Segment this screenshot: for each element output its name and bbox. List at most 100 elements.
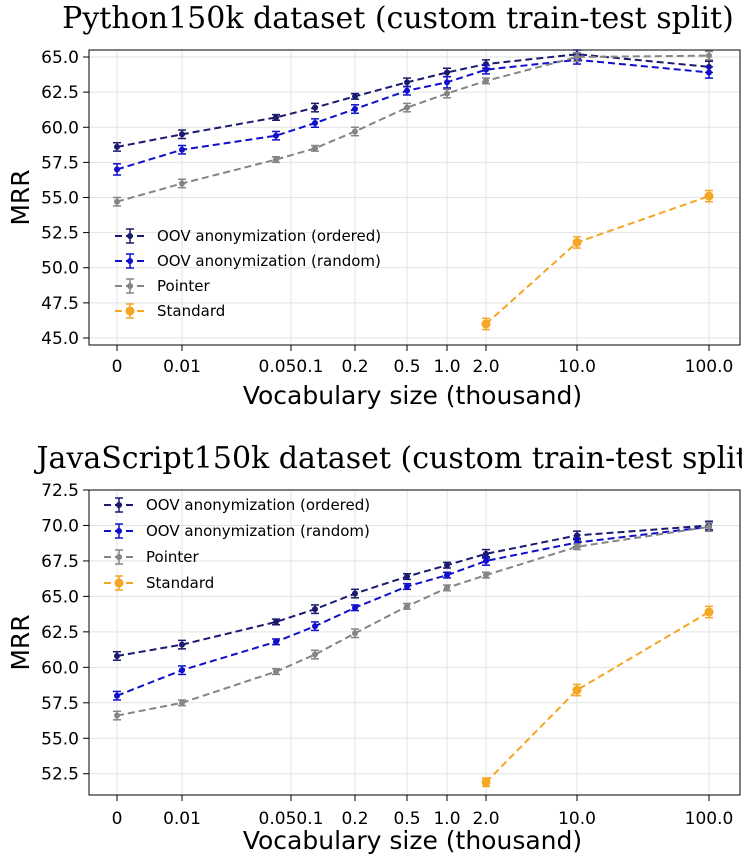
data-point	[352, 630, 358, 637]
data-point	[481, 777, 491, 787]
series-line	[116, 525, 710, 697]
series-4: Standard	[104, 574, 714, 788]
x-tick-label: 0.01	[163, 357, 201, 377]
legend-label: Pointer	[157, 277, 210, 295]
y-tick-label: 65.0	[41, 48, 79, 68]
y-tick-label: 62.5	[41, 83, 79, 103]
data-point	[444, 584, 450, 591]
data-point	[483, 557, 489, 564]
legend-swatch-marker	[114, 578, 124, 588]
y-tick-label: 62.5	[41, 623, 79, 643]
data-point	[179, 667, 185, 674]
y-tick-label: 70.0	[41, 516, 79, 536]
series-line	[485, 195, 710, 325]
y-tick-label: 57.5	[41, 153, 79, 173]
data-point	[404, 573, 410, 580]
y-tick-label: 47.5	[41, 294, 79, 314]
y-tick-label: 50.0	[41, 259, 79, 279]
data-point	[273, 618, 279, 625]
series-2: OOV anonymization (random)	[113, 54, 713, 270]
data-point	[574, 54, 580, 61]
x-tick-label: 0.5	[393, 357, 420, 377]
legend-label: Standard	[146, 574, 214, 592]
x-tick-label: 10.0	[558, 809, 596, 829]
series-line	[116, 525, 710, 717]
data-point	[273, 156, 279, 163]
x-tick-label: 0.2	[341, 357, 368, 377]
y-tick-label: 72.5	[41, 481, 79, 501]
x-tick-label: 0.01	[163, 809, 201, 829]
data-point	[444, 90, 450, 97]
legend-label: OOV anonymization (random)	[157, 252, 381, 270]
series-1: OOV anonymization (ordered)	[104, 496, 713, 661]
y-tick-label: 60.0	[41, 118, 79, 138]
data-point	[444, 562, 450, 569]
series-4: Standard	[115, 189, 714, 331]
y-tick-label: 55.0	[41, 729, 79, 749]
legend-swatch-marker	[127, 233, 133, 239]
data-point	[352, 106, 358, 112]
x-tick-label: 10.0	[558, 357, 596, 377]
data-point	[704, 607, 714, 617]
series-line	[485, 611, 710, 783]
x-tick-label: 0.5	[393, 809, 420, 829]
x-axis-label: Vocabulary size (thousand)	[243, 826, 582, 855]
series-line	[116, 53, 710, 148]
series-1: OOV anonymization (ordered)	[113, 49, 713, 245]
data-point	[312, 104, 318, 111]
data-point	[352, 128, 358, 135]
plot-frame	[88, 49, 741, 346]
data-point	[352, 590, 358, 597]
data-point	[312, 606, 318, 613]
data-point	[179, 131, 185, 138]
y-tick-label: 57.5	[41, 694, 79, 714]
data-point	[312, 651, 318, 658]
data-point	[312, 145, 318, 152]
chart-2: JavaScript150k dataset (custom train-tes…	[6, 441, 742, 855]
y-axis-label: MRR	[6, 169, 35, 225]
y-tick-label: 52.5	[41, 765, 79, 785]
chart-title: Python150k dataset (custom train-test sp…	[62, 1, 734, 36]
series-3: Pointer	[104, 521, 713, 721]
data-point	[312, 623, 318, 630]
x-tick-label: 0	[112, 357, 123, 377]
chart-title: JavaScript150k dataset (custom train-tes…	[33, 441, 742, 476]
legend-label: Pointer	[146, 548, 199, 566]
data-point	[483, 550, 489, 557]
data-point	[444, 572, 450, 579]
y-axis-label: MRR	[6, 614, 35, 670]
legend-swatch-marker	[127, 258, 133, 264]
legend-swatch-marker	[127, 283, 133, 289]
x-tick-label: 0.050.1	[259, 357, 324, 377]
data-point	[704, 191, 714, 201]
legend-label: OOV anonymization (ordered)	[157, 227, 381, 245]
data-point	[352, 93, 358, 100]
data-point	[404, 583, 410, 590]
series-line	[116, 54, 710, 203]
data-point	[114, 166, 120, 173]
data-point	[114, 652, 120, 659]
data-point	[273, 638, 279, 645]
data-point	[444, 79, 450, 86]
data-point	[273, 668, 279, 675]
y-tick-label: 55.0	[41, 189, 79, 209]
data-point	[481, 319, 491, 329]
legend-swatch-marker	[116, 554, 122, 560]
legend-swatch-marker	[116, 528, 122, 534]
legend-label: Standard	[157, 302, 225, 320]
y-tick-label: 65.0	[41, 587, 79, 607]
data-point	[312, 120, 318, 127]
data-point	[404, 79, 410, 86]
data-point	[572, 685, 582, 695]
data-point	[179, 180, 185, 187]
x-tick-label: 2.0	[472, 357, 499, 377]
data-point	[706, 52, 712, 59]
legend-label: OOV anonymization (ordered)	[146, 496, 370, 514]
data-point	[179, 146, 185, 153]
legend-swatch-marker	[116, 502, 122, 508]
data-point	[404, 603, 410, 610]
data-point	[114, 198, 120, 205]
data-point	[404, 87, 410, 94]
data-point	[574, 543, 580, 550]
